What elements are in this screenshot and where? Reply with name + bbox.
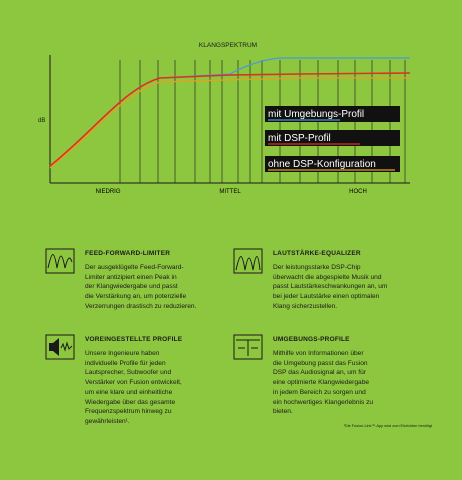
icon-equalizer bbox=[233, 248, 263, 274]
text-line: Unsere Ingenieure haben bbox=[85, 350, 160, 357]
text-line: um eine klare und einheitliche bbox=[85, 388, 173, 396]
text-line: Mithilfe von Informationen über bbox=[273, 350, 364, 357]
text-line: Limiter antizipiert einen Peak in bbox=[85, 273, 177, 281]
legend: mit Umgebungs-Profil mit DSP-Profil ohne… bbox=[265, 106, 400, 172]
icon-environment bbox=[233, 334, 263, 360]
text-line: Frequenzspektrum hinweg zu bbox=[85, 408, 172, 416]
text-line: individuelle Profile für jeden bbox=[85, 359, 166, 367]
legend-label: mit Umgebungs-Profil bbox=[268, 109, 364, 120]
feature-text: Unsere Ingenieure haben individuelle Prof… bbox=[85, 349, 255, 427]
feature: UMGEBUNGS-PROFILE Mithilfe von Informatio… bbox=[273, 336, 443, 417]
feature-title: FEED-FORWARD-LIMITER bbox=[85, 250, 171, 257]
text-line: bieten. bbox=[273, 408, 293, 416]
text-line: gewährleisten¹. bbox=[85, 417, 130, 425]
text-line: passt Lautstärkeschwankungen an, um bbox=[273, 283, 388, 291]
icon-profile bbox=[45, 334, 75, 360]
legend-box bbox=[265, 156, 400, 172]
text-line: eine optimierte Klangwiedergabe bbox=[273, 379, 370, 387]
text-line: bei jeder Lautstärke einen optimalen bbox=[273, 293, 380, 301]
text-line: Verzerrungen drastisch zu reduzieren. bbox=[85, 302, 197, 310]
spectrum-chart: KLANGSPEKTRUM dB NIEDRIG MITTEL HOCH mit… bbox=[38, 42, 411, 195]
text-line: die Verstärkung an, um potenzielle bbox=[85, 293, 187, 301]
feature: VOREINGESTELLTE PROFILE Unsere Ingenieure… bbox=[85, 336, 255, 427]
text-line: ein hochwertiges Klangerlebnis zu bbox=[273, 398, 374, 406]
feature-text: Der leistungsstarke DSP-Chip überwacht di… bbox=[273, 263, 443, 312]
text-line: Klang sicherzustellen. bbox=[273, 302, 338, 310]
feature-text: Der ausgeklügelte Feed-Forward- Limiter a… bbox=[85, 263, 255, 312]
feature: LAUTSTÄRKE-EQUALIZER Der leistungsstarke … bbox=[273, 250, 443, 312]
x-label: NIEDRIG bbox=[95, 189, 120, 195]
text-line: der Klangwiedergabe und passt bbox=[85, 283, 178, 291]
text-line: Der ausgeklügelte Feed-Forward- bbox=[85, 264, 184, 271]
text-line: überwacht die abgespielte Musik und bbox=[273, 273, 382, 281]
legend-label: mit DSP-Profil bbox=[268, 133, 331, 144]
x-label: HOCH bbox=[349, 189, 367, 195]
feature-title: UMGEBUNGS-PROFILE bbox=[273, 336, 350, 343]
feature: FEED-FORWARD-LIMITER Der ausgeklügelte Fe… bbox=[85, 250, 255, 312]
legend-box bbox=[265, 106, 400, 122]
curve-ohne-dsp bbox=[49, 77, 410, 169]
text-line: Wiedergabe über das gesamte bbox=[85, 398, 176, 406]
curve-dsp bbox=[49, 72, 411, 167]
legend-label: ohne DSP-Konfiguration bbox=[268, 159, 376, 170]
chart-title: KLANGSPEKTRUM bbox=[199, 42, 257, 49]
text-line: Lautsprecher, Subwoofer und bbox=[85, 369, 172, 377]
text-line: die Umgebung passt das Fusion bbox=[273, 359, 368, 367]
icon-limiter bbox=[45, 248, 75, 274]
y-label: dB bbox=[38, 118, 45, 124]
text-line: DSP das Audiosignal an, um für bbox=[273, 369, 366, 377]
feature-title: VOREINGESTELLTE PROFILE bbox=[85, 336, 183, 343]
footnote: ¹Die Fusion-Link™-App wird zum Einrichte… bbox=[343, 424, 432, 428]
text-line: Der leistungsstarke DSP-Chip bbox=[273, 264, 361, 271]
feature-title: LAUTSTÄRKE-EQUALIZER bbox=[273, 250, 361, 257]
legend-box bbox=[265, 130, 400, 146]
feature-text: Mithilfe von Informationen über die Umgeb… bbox=[273, 349, 443, 417]
text-line: Verstärker von Fusion entwickelt, bbox=[85, 379, 182, 387]
x-label: MITTEL bbox=[219, 189, 241, 195]
text-line: in jedem Bereich zu sorgen und bbox=[273, 388, 366, 396]
